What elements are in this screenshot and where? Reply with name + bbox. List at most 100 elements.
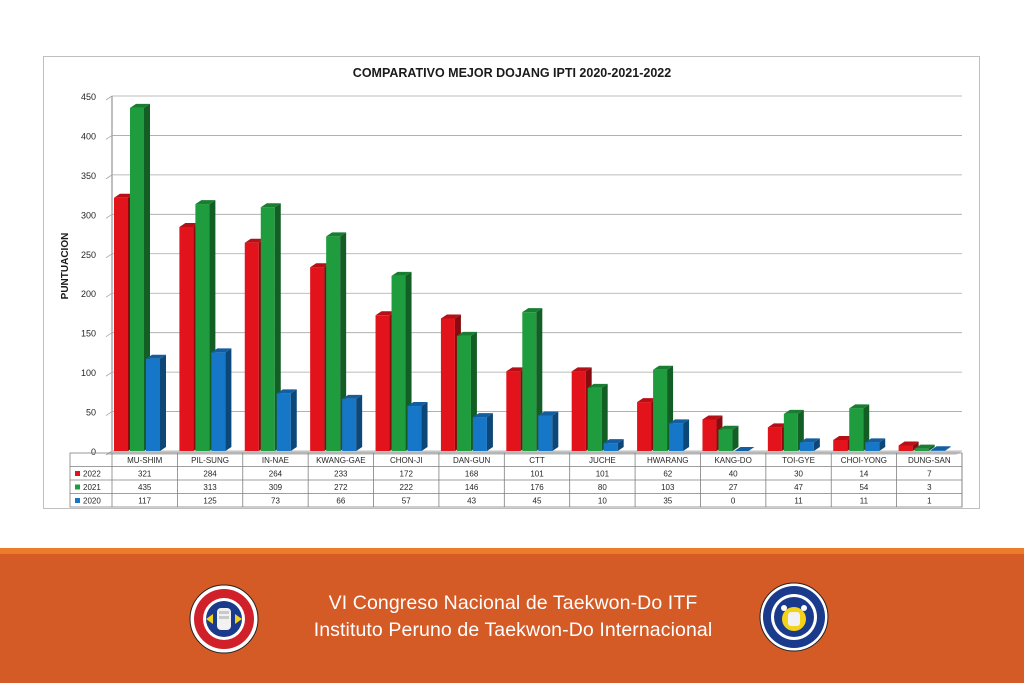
bar-2021 bbox=[195, 204, 210, 451]
data-table-value: 35 bbox=[663, 497, 672, 506]
bar-2020 bbox=[407, 406, 422, 451]
bar-2020 bbox=[865, 442, 880, 451]
data-table-value: 435 bbox=[138, 483, 152, 492]
y-tick-label: 0 bbox=[91, 447, 96, 457]
bar-top-2021 bbox=[914, 444, 935, 449]
bar-2022 bbox=[440, 318, 455, 451]
bar-top-2020 bbox=[211, 348, 232, 353]
bar-top-2020 bbox=[276, 389, 297, 394]
bar-2021 bbox=[522, 312, 537, 451]
gridline-depth bbox=[105, 135, 113, 140]
data-table-value: 30 bbox=[794, 470, 803, 479]
bar-2022 bbox=[506, 371, 521, 451]
gridline-depth bbox=[105, 292, 113, 298]
bar-side-2020 bbox=[421, 402, 428, 451]
bar-2022 bbox=[637, 402, 652, 451]
data-table-value: 57 bbox=[402, 497, 411, 506]
x-category-label: TOI-GYE bbox=[782, 456, 815, 465]
bar-top-2020 bbox=[146, 354, 166, 359]
bar-top-2022 bbox=[702, 415, 723, 420]
data-table-value: 222 bbox=[400, 483, 414, 492]
bar-side-2020 bbox=[160, 354, 166, 451]
bar-side-2021 bbox=[340, 232, 347, 451]
bar-top-2021 bbox=[130, 103, 150, 108]
data-table-value: 146 bbox=[465, 483, 479, 492]
data-table-value: 7 bbox=[927, 470, 932, 479]
x-category-label: HWARANG bbox=[647, 456, 688, 465]
bar-top-2021 bbox=[260, 203, 281, 208]
x-category-label: IN-NAE bbox=[262, 456, 289, 465]
bar-2020 bbox=[146, 358, 160, 451]
bar-top-2020 bbox=[538, 411, 559, 416]
bar-side-2021 bbox=[928, 444, 935, 451]
data-table-value: 11 bbox=[860, 497, 869, 506]
data-table-value: 264 bbox=[269, 470, 283, 479]
bar-side-2022 bbox=[912, 441, 919, 451]
bar-top-2022 bbox=[310, 263, 331, 268]
bar-top-2022 bbox=[506, 367, 527, 372]
bar-2021 bbox=[718, 429, 733, 451]
x-category-label: DAN-GUN bbox=[453, 456, 491, 465]
data-table-value: 80 bbox=[598, 483, 607, 492]
x-category-label: CTT bbox=[529, 456, 545, 465]
y-tick-label: 150 bbox=[81, 329, 96, 339]
bar-2021 bbox=[130, 107, 144, 451]
gridline-depth bbox=[105, 332, 113, 337]
data-table-value: 321 bbox=[138, 470, 152, 479]
bar-top-2020 bbox=[669, 419, 690, 424]
bar-top-2021 bbox=[456, 331, 477, 336]
footer-accent-line bbox=[0, 548, 1024, 554]
bar-top-2021 bbox=[587, 383, 608, 388]
bar-2021 bbox=[260, 207, 275, 451]
x-category-label: JUCHE bbox=[589, 456, 616, 465]
bar-top-2021 bbox=[522, 308, 543, 313]
bar-top-2022 bbox=[898, 441, 919, 446]
bar-top-2022 bbox=[833, 435, 854, 440]
data-table-value: 284 bbox=[203, 470, 217, 479]
bar-top-2022 bbox=[767, 423, 788, 428]
data-table-value: 3 bbox=[927, 483, 932, 492]
footer-line-1: VI Congreso Nacional de Taekwon-Do ITF bbox=[328, 592, 698, 614]
bar-2021 bbox=[587, 387, 602, 451]
data-table-value: 168 bbox=[465, 470, 479, 479]
gridline-depth bbox=[105, 411, 113, 416]
data-table-value: 45 bbox=[533, 497, 542, 506]
bar-2022 bbox=[244, 242, 259, 451]
data-table-value: 62 bbox=[663, 470, 672, 479]
bar-2022 bbox=[702, 419, 717, 451]
bar-side-2020 bbox=[290, 389, 297, 451]
legend-swatch-2020 bbox=[75, 498, 80, 503]
bar-2022 bbox=[833, 439, 848, 451]
x-category-label: CHOI-YONG bbox=[841, 456, 887, 465]
bar-top-2022 bbox=[244, 238, 265, 243]
data-table-value: 101 bbox=[530, 470, 544, 479]
bar-side-2020 bbox=[683, 419, 690, 451]
bar-side-2021 bbox=[274, 203, 281, 451]
y-tick-label: 50 bbox=[86, 408, 96, 418]
data-table-value: 43 bbox=[467, 497, 476, 506]
data-table-value: 176 bbox=[530, 483, 544, 492]
bar-2020 bbox=[538, 415, 553, 451]
ipti-logo-icon bbox=[189, 584, 259, 654]
data-table-value: 272 bbox=[334, 483, 348, 492]
itf-logo-icon bbox=[759, 582, 829, 652]
data-table-value: 27 bbox=[729, 483, 738, 492]
bar-2022 bbox=[310, 267, 325, 451]
chart-title: COMPARATIVO MEJOR DOJANG IPTI 2020-2021-… bbox=[353, 66, 671, 80]
y-tick-label: 400 bbox=[81, 131, 96, 141]
bar-2020 bbox=[799, 442, 814, 451]
data-table-value: 172 bbox=[400, 470, 414, 479]
gridline-depth bbox=[105, 253, 113, 259]
x-category-label: DUNG-SAN bbox=[908, 456, 951, 465]
y-tick-label: 450 bbox=[81, 92, 96, 102]
bar-2022 bbox=[571, 371, 586, 451]
data-table-value: 125 bbox=[203, 497, 217, 506]
data-table-value: 103 bbox=[661, 483, 675, 492]
data-table-value: 1 bbox=[927, 497, 932, 506]
bar-top-2020 bbox=[734, 447, 755, 451]
bar-top-2020 bbox=[407, 402, 428, 407]
bar-2022 bbox=[179, 226, 194, 451]
y-tick-label: 300 bbox=[81, 210, 96, 220]
bar-side-2020 bbox=[879, 438, 886, 451]
bar-top-2022 bbox=[571, 367, 592, 372]
